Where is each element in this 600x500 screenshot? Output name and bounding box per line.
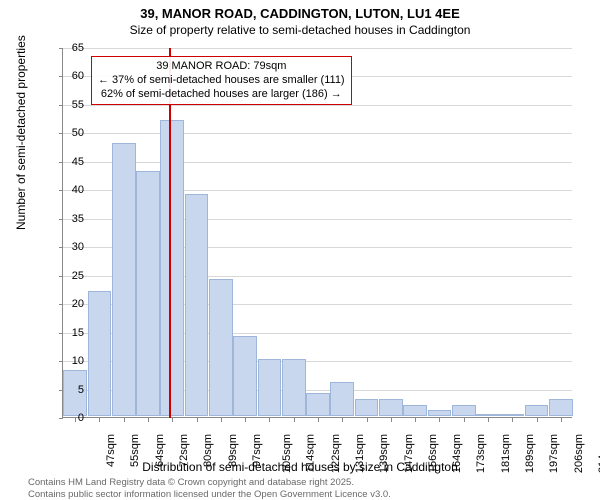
annotation-line: 39 MANOR ROAD: 79sqm bbox=[98, 60, 345, 74]
x-tick-mark bbox=[172, 418, 173, 422]
y-tick-label: 25 bbox=[54, 270, 84, 282]
x-tick-mark bbox=[342, 418, 343, 422]
grid-line bbox=[63, 133, 572, 134]
histogram-bar bbox=[209, 279, 233, 416]
histogram-bar bbox=[282, 359, 306, 416]
x-tick-mark bbox=[561, 418, 562, 422]
y-tick-label: 50 bbox=[54, 127, 84, 139]
chart-area: 47sqm55sqm64sqm72sqm80sqm89sqm97sqm105sq… bbox=[62, 48, 572, 418]
histogram-bar bbox=[330, 382, 354, 416]
x-tick-mark bbox=[318, 418, 319, 422]
grid-line bbox=[63, 162, 572, 163]
x-tick-mark bbox=[537, 418, 538, 422]
x-tick-mark bbox=[245, 418, 246, 422]
footer-line-2: Contains public sector information licen… bbox=[28, 489, 391, 500]
x-tick-mark bbox=[464, 418, 465, 422]
y-tick-label: 40 bbox=[54, 184, 84, 196]
y-tick-label: 60 bbox=[54, 70, 84, 82]
histogram-bar bbox=[525, 405, 549, 416]
annotation-line: ← 37% of semi-detached houses are smalle… bbox=[98, 74, 345, 88]
histogram-bar bbox=[112, 143, 136, 416]
annotation-line: 62% of semi-detached houses are larger (… bbox=[98, 88, 345, 102]
y-tick-label: 35 bbox=[54, 213, 84, 225]
histogram-bar bbox=[88, 291, 112, 416]
histogram-bar bbox=[476, 414, 500, 416]
histogram-bar bbox=[379, 399, 403, 416]
x-tick-mark bbox=[415, 418, 416, 422]
y-tick-label: 65 bbox=[54, 42, 84, 54]
histogram-bar bbox=[160, 120, 184, 416]
histogram-bar bbox=[355, 399, 379, 416]
x-axis-label: Distribution of semi-detached houses by … bbox=[0, 460, 600, 474]
histogram-bar bbox=[500, 414, 524, 416]
y-tick-label: 15 bbox=[54, 327, 84, 339]
x-tick-mark bbox=[221, 418, 222, 422]
histogram-bar bbox=[428, 410, 452, 416]
plot-region: 47sqm55sqm64sqm72sqm80sqm89sqm97sqm105sq… bbox=[62, 48, 572, 418]
x-tick-mark bbox=[148, 418, 149, 422]
y-axis-label: Number of semi-detached properties bbox=[14, 35, 28, 230]
x-tick-mark bbox=[512, 418, 513, 422]
x-tick-mark bbox=[391, 418, 392, 422]
x-tick-mark bbox=[269, 418, 270, 422]
x-tick-mark bbox=[294, 418, 295, 422]
x-tick-mark bbox=[197, 418, 198, 422]
y-tick-label: 30 bbox=[54, 241, 84, 253]
footer-attribution: Contains HM Land Registry data © Crown c… bbox=[28, 477, 391, 500]
grid-line bbox=[63, 48, 572, 49]
footer-line-1: Contains HM Land Registry data © Crown c… bbox=[28, 477, 391, 488]
x-tick-mark bbox=[439, 418, 440, 422]
page-subtitle: Size of property relative to semi-detach… bbox=[0, 23, 600, 37]
x-tick-mark bbox=[488, 418, 489, 422]
histogram-bar bbox=[136, 171, 160, 416]
histogram-bar bbox=[233, 336, 257, 416]
histogram-bar bbox=[185, 194, 209, 416]
x-tick-mark bbox=[99, 418, 100, 422]
y-tick-label: 10 bbox=[54, 355, 84, 367]
y-tick-label: 5 bbox=[54, 384, 84, 396]
y-tick-label: 0 bbox=[54, 412, 84, 424]
y-tick-label: 20 bbox=[54, 298, 84, 310]
histogram-bar bbox=[549, 399, 573, 416]
histogram-bar bbox=[258, 359, 282, 416]
histogram-bar bbox=[306, 393, 330, 416]
annotation-box: 39 MANOR ROAD: 79sqm← 37% of semi-detach… bbox=[91, 56, 352, 105]
histogram-bar bbox=[452, 405, 476, 416]
y-tick-label: 45 bbox=[54, 156, 84, 168]
chart-container: 39, MANOR ROAD, CADDINGTON, LUTON, LU1 4… bbox=[0, 0, 600, 500]
histogram-bar bbox=[403, 405, 427, 416]
page-title: 39, MANOR ROAD, CADDINGTON, LUTON, LU1 4… bbox=[0, 0, 600, 21]
y-tick-label: 55 bbox=[54, 99, 84, 111]
x-tick-mark bbox=[367, 418, 368, 422]
x-tick-mark bbox=[124, 418, 125, 422]
